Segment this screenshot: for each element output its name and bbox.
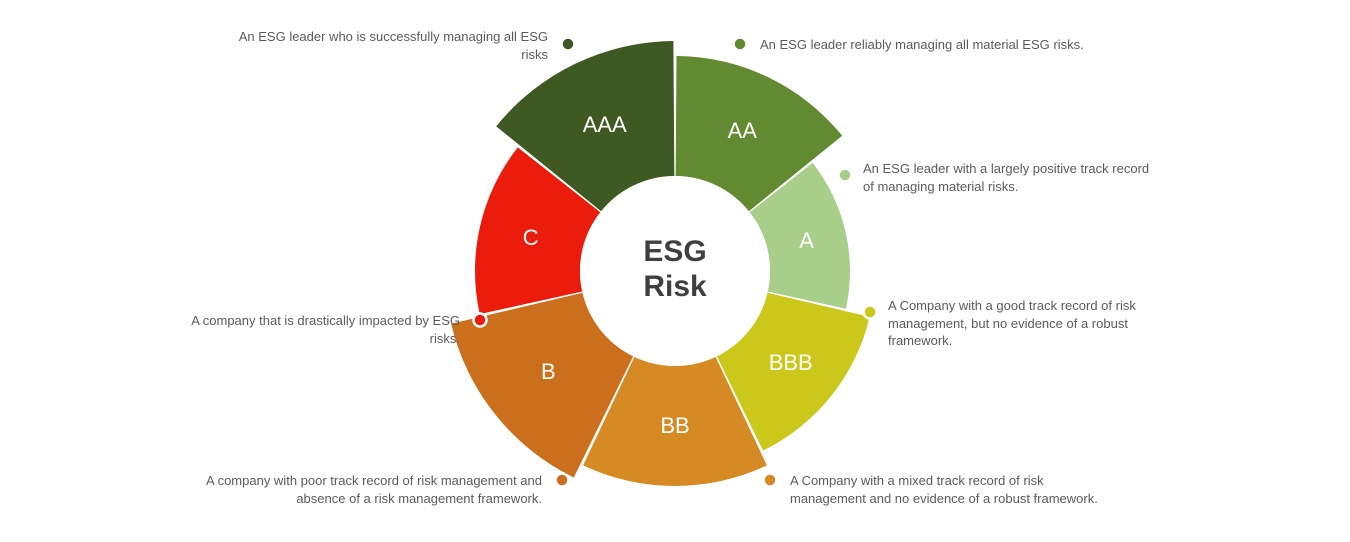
esg-risk-chart: ESG Risk AAAAAABBBBBBC An ESG leader who…: [0, 0, 1350, 542]
desc-aa: An ESG leader reliably managing all mate…: [760, 36, 1100, 54]
desc-c: A company that is drastically impacted b…: [180, 312, 460, 347]
dot-aaa: [562, 38, 575, 51]
center-circle: [580, 176, 770, 366]
pie-svg: [0, 0, 1350, 542]
desc-b: A company with poor track record of risk…: [162, 472, 542, 507]
desc-bb: A Company with a mixed track record of r…: [790, 472, 1120, 507]
dot-bb: [764, 474, 777, 487]
desc-a: An ESG leader with a largely positive tr…: [863, 160, 1163, 195]
dot-b: [556, 474, 569, 487]
desc-bbb: A Company with a good track record of ri…: [888, 297, 1168, 350]
dot-aa: [734, 38, 747, 51]
desc-aaa: An ESG leader who is successfully managi…: [228, 28, 548, 63]
dot-a: [839, 169, 852, 182]
dot-bbb: [864, 306, 877, 319]
dot-c: [474, 314, 487, 327]
